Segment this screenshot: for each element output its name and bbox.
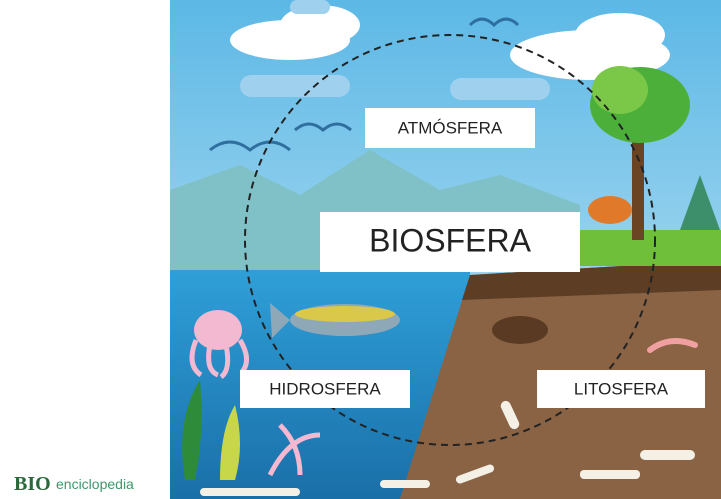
- grass: [580, 230, 721, 266]
- biosphere-illustration: ATMÓSFERA BIOSFERA HIDROSFERA LITOSFERA …: [0, 0, 721, 499]
- logo: BIO enciclopedia: [14, 473, 134, 495]
- burrow: [492, 316, 548, 344]
- fox: [588, 196, 632, 224]
- biosphere-label: BIOSFERA: [369, 222, 531, 258]
- lithosphere-label: LITOSFERA: [574, 379, 669, 398]
- logo-brand: BIO: [14, 473, 51, 495]
- logo-text: enciclopedia: [56, 476, 134, 492]
- hydrosphere-label: HIDROSFERA: [269, 379, 381, 398]
- atmosphere-label: ATMÓSFERA: [398, 118, 503, 137]
